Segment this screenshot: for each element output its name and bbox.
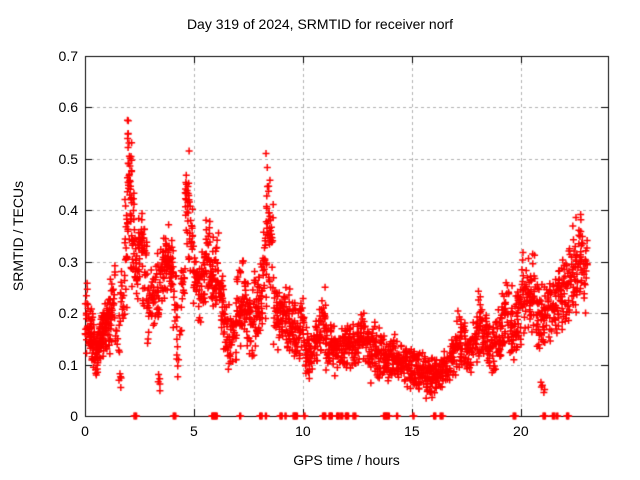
y-tick-label: 0 — [70, 408, 78, 424]
y-tick-label: 0.5 — [58, 150, 78, 167]
x-tick-label: 15 — [404, 423, 420, 439]
y-tick-label: 0.1 — [58, 356, 78, 373]
x-axis-title: GPS time / hours — [293, 452, 400, 468]
x-tick-label: 20 — [513, 423, 529, 439]
x-tick-label: 5 — [190, 423, 198, 439]
y-tick-label: 0.6 — [58, 99, 78, 116]
y-tick-label: 0.3 — [58, 253, 78, 270]
y-tick-label: 0.2 — [58, 305, 78, 322]
x-tick-label: 0 — [81, 423, 89, 439]
x-tick-label: 10 — [295, 423, 311, 439]
chart-title: Day 319 of 2024, SRMTID for receiver nor… — [186, 16, 454, 32]
y-tick-label: 0.7 — [58, 48, 78, 64]
y-axis-title: SRMTID / TECUs — [10, 180, 26, 292]
y-tick-label: 0.4 — [58, 202, 78, 219]
